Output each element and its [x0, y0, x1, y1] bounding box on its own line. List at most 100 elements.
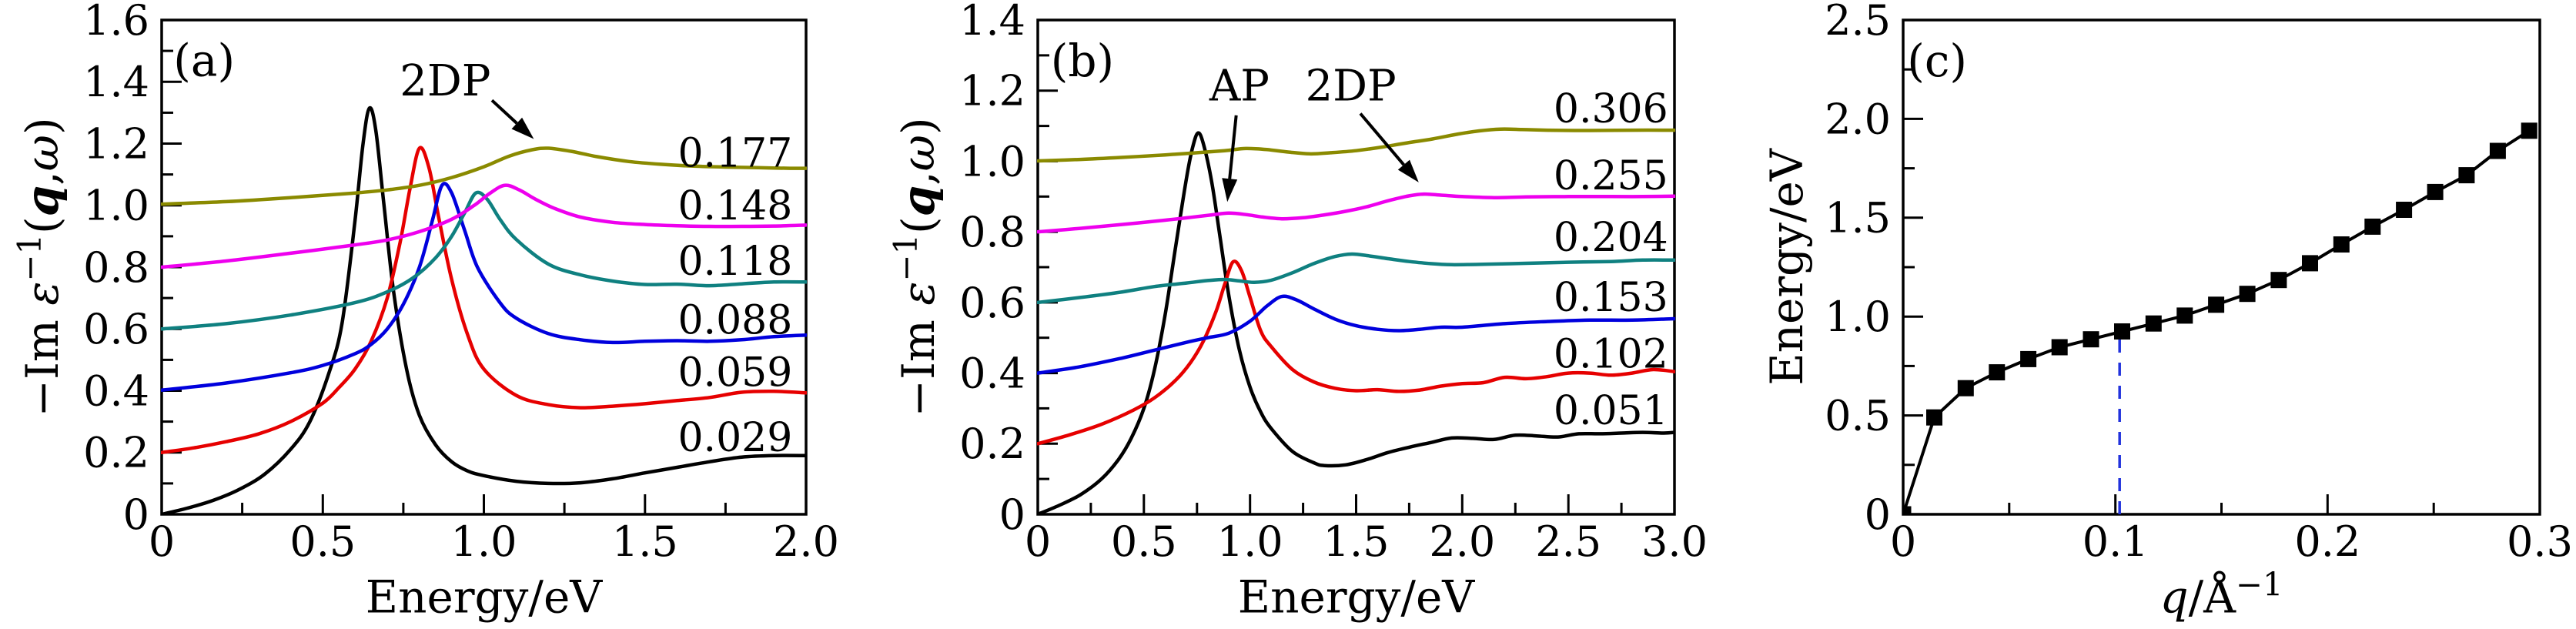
marker-gamma-M	[2176, 307, 2193, 324]
panel-c-chart: 0 0.1 0.2 0.3 0 0.5 1.0 1.5 2.0 2.5 q/Å−1 Energy/eV…	[1761, 0, 2573, 623]
y-tick-label: 0	[1865, 490, 1891, 539]
series-group	[161, 105, 807, 515]
y-tick-label: 0.6	[959, 279, 1025, 327]
y-axis-title: −Im ε−1(q,ω)	[11, 117, 69, 417]
curve-label-q-0.204: 0.204	[1554, 215, 1668, 261]
annotation-arrowhead	[1222, 178, 1238, 202]
curve-q-0.118	[161, 190, 807, 331]
x-axis-title: q/Å−1	[2159, 565, 2283, 623]
marker-gamma-M	[2364, 218, 2381, 235]
marker-gamma-M	[2489, 142, 2506, 159]
y-tick-label: 1.5	[1825, 194, 1891, 243]
annotation-arrowhead	[1397, 159, 1419, 182]
curve-label-q-0.148: 0.148	[677, 183, 792, 229]
marker-gamma-M	[2114, 323, 2130, 340]
marker-gamma-M	[2458, 167, 2475, 184]
annotation-text: 2DP	[400, 56, 490, 106]
y-tick-label: 0.6	[83, 305, 149, 353]
curve-label-q-0.088: 0.088	[677, 297, 792, 343]
curve-q-0.102	[1037, 259, 1675, 446]
curve-q-0.153	[1037, 294, 1675, 375]
annotation-arrow-line	[1228, 115, 1238, 179]
y-tick-label: 0.4	[83, 366, 149, 415]
panel-b-chart: 0 0.5 1.0 1.5 2.0 2.5 3.0 0 0.2 0.4 0.6 0.8 1.0 1.2 1.…	[887, 0, 1708, 623]
marker-gamma-M	[1902, 506, 1912, 515]
marker-gamma-M	[2521, 122, 2538, 139]
x-tick-label: 0.2	[2294, 517, 2360, 566]
curve-label-q-0.118: 0.118	[677, 239, 792, 285]
marker-gamma-M	[1957, 380, 1974, 396]
series-group	[1902, 122, 2538, 515]
x-tick-label: 0.3	[2507, 517, 2573, 566]
y-tick-label: 1.2	[83, 119, 149, 168]
marker-gamma-M	[2396, 202, 2413, 218]
marker-gamma-M	[2427, 183, 2444, 200]
y-tick-label: 1.0	[83, 182, 149, 230]
marker-gamma-M	[2302, 255, 2318, 272]
panel-a-chart: 0 0.5 1.0 1.5 2.000.20.40.60.81.01.21.41.6En…	[11, 0, 839, 623]
marker-gamma-M	[2051, 339, 2068, 356]
x-tick-label: 1.0	[1217, 517, 1283, 566]
series-group	[1037, 127, 1675, 515]
marker-gamma-M	[2333, 236, 2350, 253]
x-tick-label: 1.0	[451, 517, 517, 566]
curve-label-q-0.102: 0.102	[1554, 332, 1668, 378]
curve-q-0.204	[1037, 252, 1675, 305]
y-axis-title: Energy/eV	[1761, 148, 1813, 386]
x-tick-label: 2.5	[1535, 517, 1601, 566]
y-tick-label: 1.2	[959, 67, 1025, 115]
curve-label-q-0.059: 0.059	[677, 350, 792, 396]
y-tick-label: 0.5	[1825, 392, 1891, 440]
marker-gamma-M	[2083, 331, 2099, 348]
marker-gamma-M	[2020, 350, 2037, 367]
x-axis-title: Energy/eV	[1238, 570, 1476, 623]
y-tick-label: 0.8	[959, 208, 1025, 256]
y-tick-label: 1.0	[959, 137, 1025, 186]
x-axis-title: Energy/eV	[366, 570, 604, 623]
y-tick-label: 0.2	[959, 420, 1025, 468]
curve-label-q-0.177: 0.177	[677, 131, 792, 177]
x-tick-label: 0.5	[289, 517, 356, 566]
x-tick-label: 1.5	[1323, 517, 1390, 566]
y-tick-label: 1.4	[959, 0, 1025, 45]
marker-gamma-M	[1926, 409, 1942, 426]
curve-q-0.059	[161, 146, 807, 455]
curve-q-0.306	[1037, 127, 1675, 163]
curve-label-q-0.029: 0.029	[677, 415, 792, 461]
y-tick-label: 1.0	[1825, 293, 1891, 341]
y-tick-label: 0.8	[83, 243, 149, 292]
curve-q-0.148	[161, 183, 807, 269]
marker-gamma-M	[2208, 296, 2225, 313]
x-tick-label: 2.0	[773, 517, 839, 566]
panel-letter: (b)	[1051, 35, 1114, 87]
panel-letter: (c)	[1907, 35, 1967, 87]
axis-frame	[1902, 18, 2541, 516]
marker-gamma-M	[2239, 286, 2256, 303]
y-tick-label: 2.0	[1825, 95, 1891, 143]
x-tick-label: 2.0	[1429, 517, 1495, 566]
marker-gamma-M	[2145, 315, 2162, 332]
curve-q-0.029	[161, 105, 807, 515]
annotation-arrow-line	[490, 99, 518, 125]
x-tick-label: 0	[149, 517, 175, 566]
y-tick-label: 2.5	[1825, 0, 1891, 45]
y-tick-label: 0	[123, 490, 149, 539]
curve-q-0.088	[161, 182, 807, 392]
curve-q-0.051	[1037, 131, 1675, 515]
annotation-text: 2DP	[1305, 61, 1396, 111]
x-tick-label: 0.5	[1111, 517, 1177, 566]
x-tick-label: 0	[1890, 517, 1916, 566]
y-axis-title: −Im ε−1(q,ω)	[887, 117, 945, 417]
curve-label-q-0.255: 0.255	[1554, 153, 1668, 199]
marker-gamma-M	[1989, 364, 2006, 381]
curve-q-0.255	[1037, 192, 1675, 234]
curve-label-q-0.051: 0.051	[1554, 388, 1668, 434]
x-tick-label: 1.5	[612, 517, 678, 566]
marker-gamma-M	[2270, 272, 2287, 289]
annotation-text: AP	[1209, 61, 1270, 111]
panel-letter: (a)	[173, 35, 235, 87]
y-tick-label: 0	[999, 490, 1025, 539]
y-tick-label: 0.4	[959, 350, 1025, 398]
y-tick-label: 0.2	[83, 429, 149, 477]
